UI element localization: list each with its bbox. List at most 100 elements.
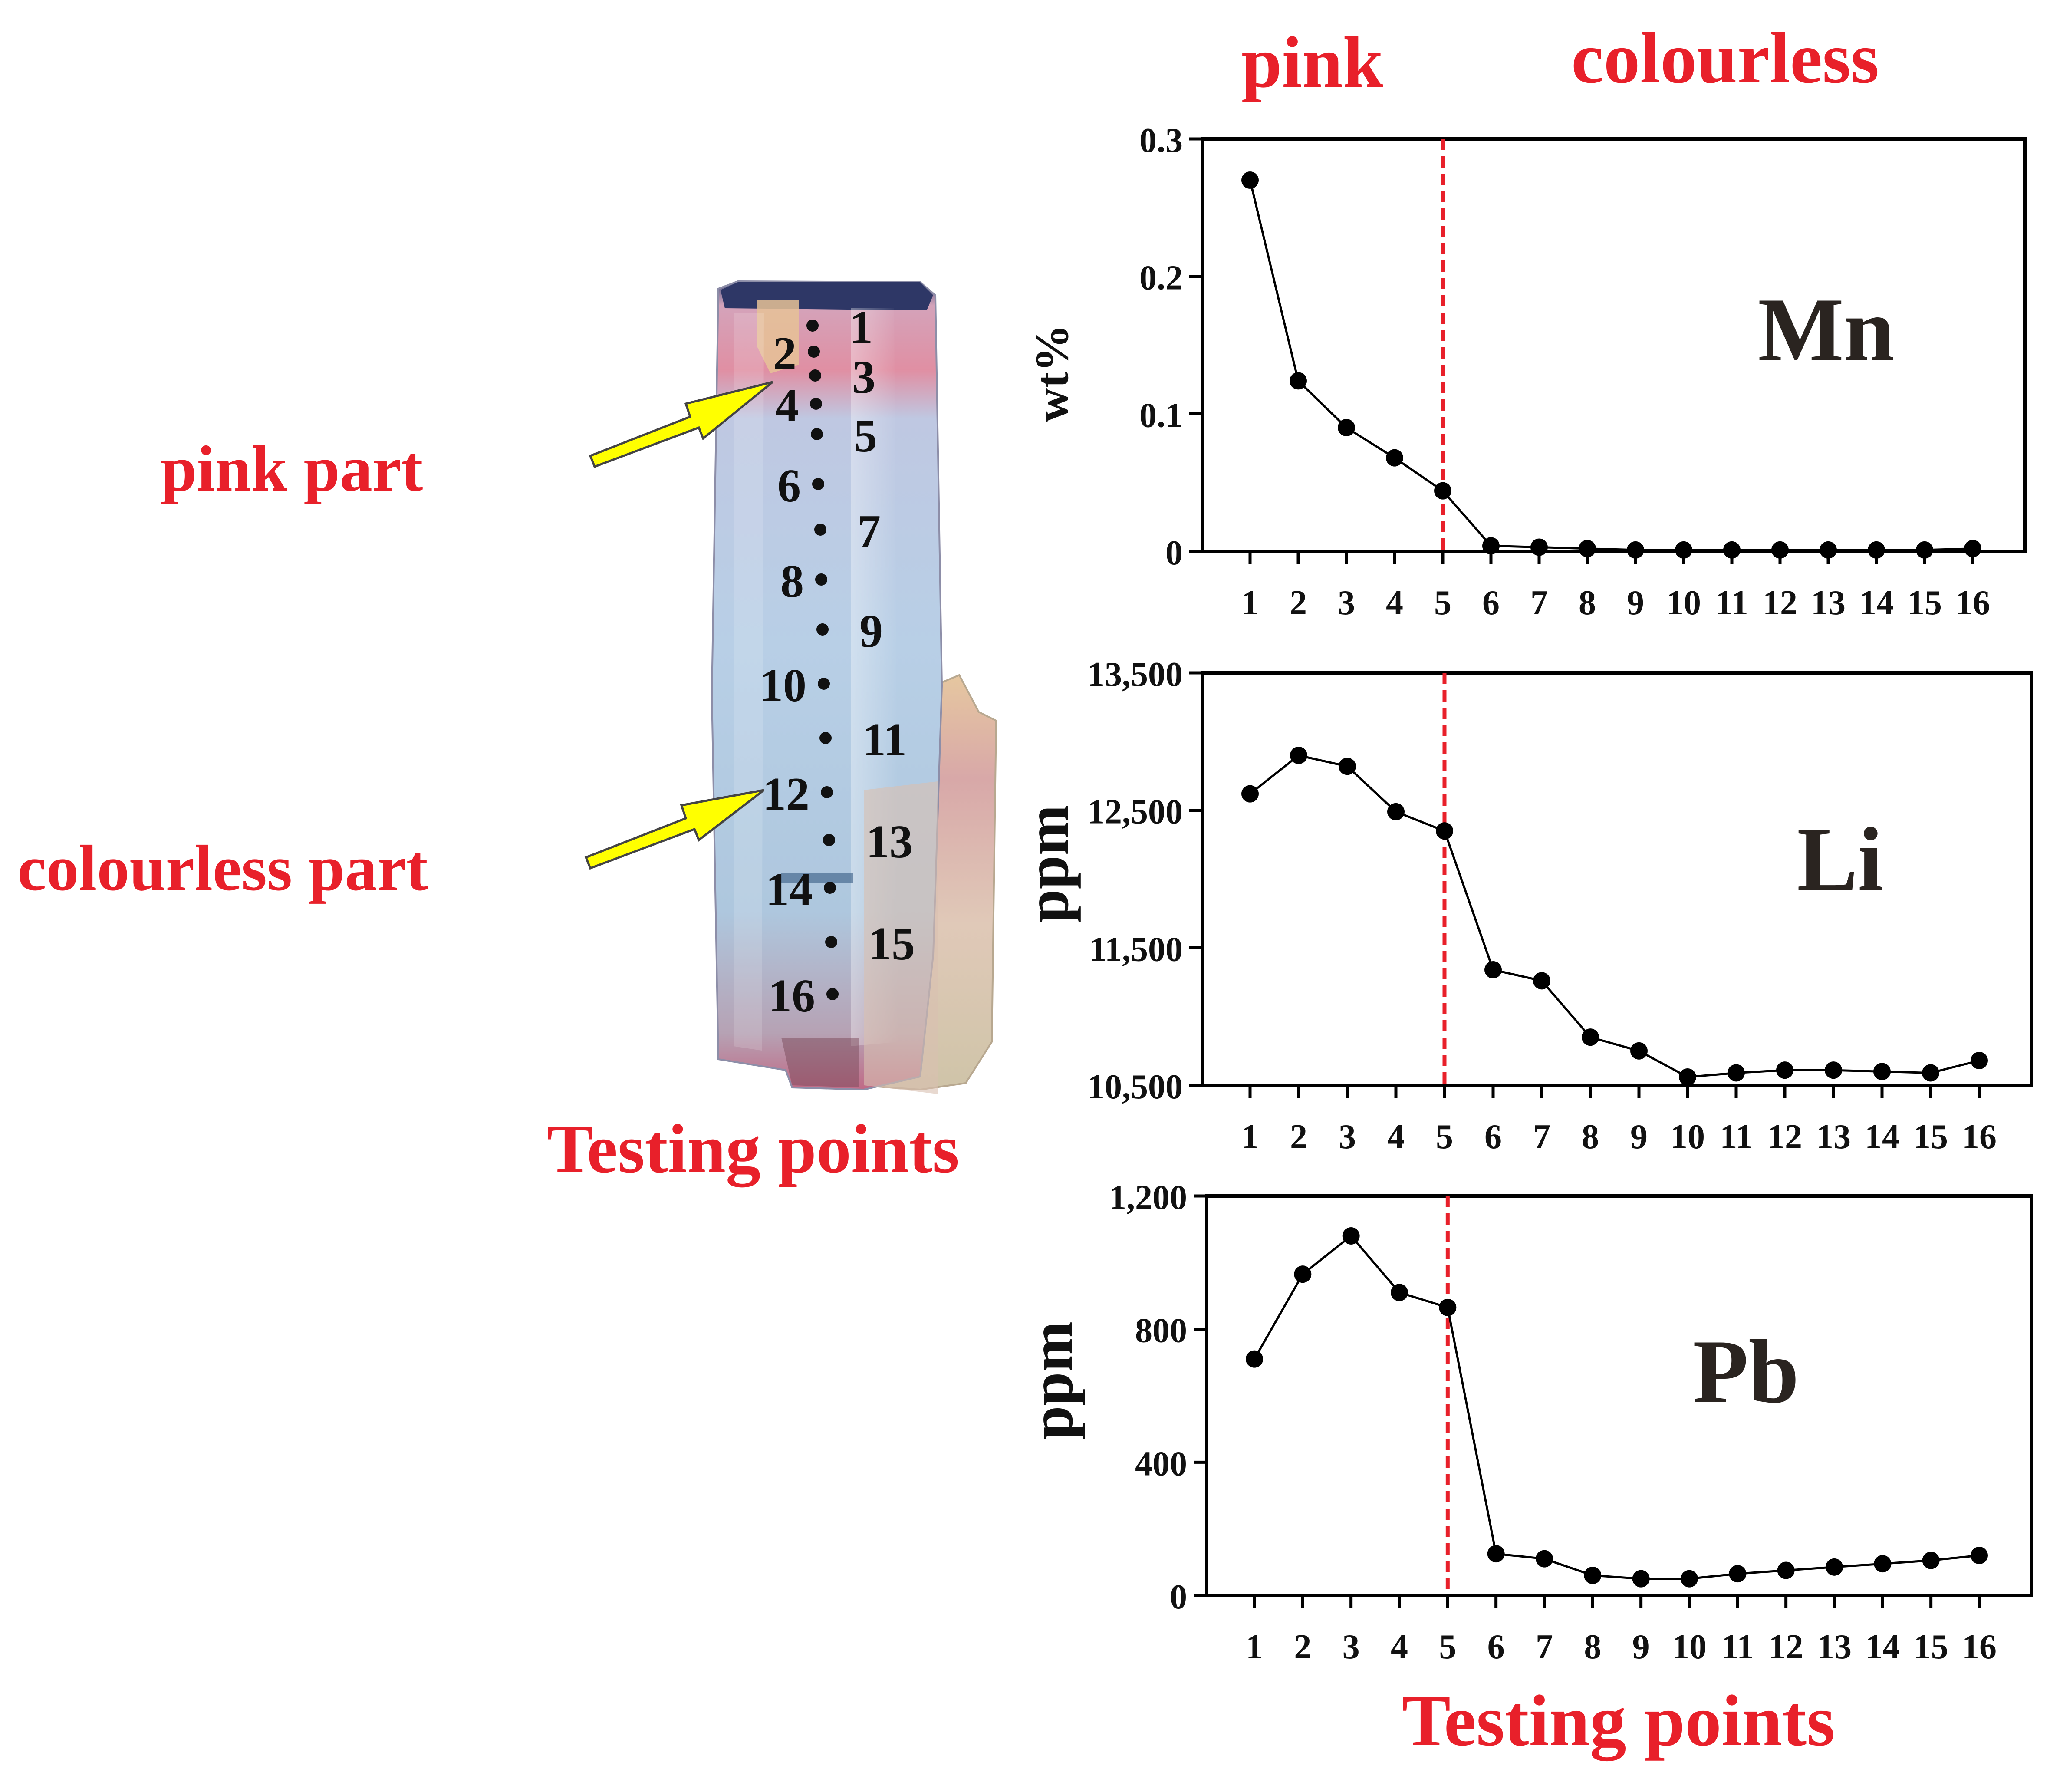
x-tick-label: 9 (1630, 1118, 1648, 1156)
x-tick-label: 1 (1241, 584, 1259, 622)
y-tick-label: 0 (1170, 1578, 1187, 1616)
data-point (1964, 540, 1981, 557)
data-point (1241, 171, 1259, 189)
photo-point-label: 3 (852, 352, 875, 403)
x-tick-label: 3 (1343, 1628, 1360, 1666)
data-point (1971, 1052, 1988, 1069)
series-line (1249, 180, 1973, 551)
y-axis-label: ppm (1014, 805, 1081, 923)
data-point (1484, 961, 1502, 978)
crystal-overlap (864, 781, 938, 1094)
x-tick-label: 7 (1533, 1118, 1550, 1156)
x-tick-label: 16 (1962, 1118, 1997, 1156)
pink-part-arrow (589, 381, 773, 468)
element-label: Mn (1758, 280, 1895, 380)
data-point (1874, 1555, 1892, 1573)
data-point (1582, 1028, 1599, 1046)
series-line (1253, 1234, 1980, 1580)
photo-point-marker (812, 478, 824, 490)
x-tick-label: 4 (1387, 1118, 1405, 1156)
data-point (1342, 1227, 1360, 1245)
colourless-part-arrow (584, 789, 765, 870)
data-point (1679, 1068, 1696, 1086)
tourmaline-crystal-illustration (711, 280, 997, 1094)
data-point (1387, 803, 1405, 820)
data-point (1675, 541, 1692, 559)
data-point (1873, 1063, 1891, 1080)
photo-point-marker (819, 732, 832, 744)
data-point (1391, 1284, 1408, 1301)
x-tick-label: 13 (1816, 1118, 1851, 1156)
pink-zone-header: pink (1241, 22, 1384, 103)
x-tick-label: 1 (1246, 1628, 1263, 1666)
photo-point-label: 9 (859, 606, 883, 657)
data-point (1825, 1061, 1842, 1079)
data-point (1922, 1064, 1939, 1082)
x-tick-label: 12 (1769, 1628, 1803, 1666)
x-tick-label: 1 (1241, 1118, 1259, 1156)
x-tick-label: 14 (1865, 1118, 1899, 1156)
plot-frame (1201, 137, 2027, 553)
element-profile-charts: 00.10.20.31 2 3 4 5 6 7 8 9 10 11 12 13 14 15 16Mnwt%10… (1014, 122, 2033, 1666)
photo-point-label: 6 (777, 460, 801, 512)
y-tick-label: 0.1 (1139, 396, 1183, 435)
data-point (1584, 1567, 1602, 1584)
x-tick-label: 11 (1715, 584, 1748, 622)
data-point (1290, 372, 1307, 390)
photo-point-label: 10 (760, 660, 806, 712)
photo-point-marker (806, 320, 819, 332)
x-tick-label: 10 (1672, 1628, 1707, 1666)
x-tick-label: 2 (1294, 1628, 1311, 1666)
photo-caption: Testing points (547, 1110, 959, 1188)
x-tick-label: 12 (1763, 584, 1797, 622)
y-tick-label: 0 (1165, 534, 1183, 572)
data-point (1536, 1550, 1553, 1568)
x-tick-label: 3 (1338, 584, 1355, 622)
photo-point-marker (815, 573, 827, 586)
data-point (1530, 538, 1548, 556)
photo-point-marker (823, 834, 835, 846)
x-tick-label: 7 (1536, 1628, 1553, 1666)
photo-point-marker (808, 346, 820, 358)
x-tick-label: 14 (1865, 1628, 1900, 1666)
photo-point-marker (818, 678, 830, 690)
data-point (1482, 537, 1500, 555)
y-tick-label: 0.2 (1139, 259, 1183, 297)
data-point (1246, 1350, 1263, 1368)
x-tick-label: 8 (1584, 1628, 1601, 1666)
data-point (1439, 1298, 1457, 1316)
data-point (1338, 419, 1355, 436)
y-tick-label: 800 (1135, 1312, 1187, 1350)
data-point (1820, 541, 1837, 559)
x-tick-label: 4 (1391, 1628, 1408, 1666)
data-point (1290, 747, 1307, 764)
photo-point-label: 5 (854, 410, 877, 462)
x-tick-label: 10 (1670, 1118, 1705, 1156)
data-point (1916, 541, 1933, 559)
x-tick-label: 10 (1666, 584, 1701, 622)
x-tick-label: 15 (1914, 1628, 1948, 1666)
data-point (1436, 822, 1453, 840)
photo-point-marker (816, 623, 829, 636)
x-tick-label: 11 (1721, 1628, 1754, 1666)
photo-point-label: 8 (780, 556, 804, 607)
x-tick-label: 5 (1436, 1118, 1453, 1156)
x-tick-label: 2 (1290, 1118, 1307, 1156)
x-tick-label: 11 (1720, 1118, 1753, 1156)
data-point (1533, 972, 1550, 990)
y-axis-label: ppm (1018, 1321, 1086, 1440)
x-tick-label: 8 (1582, 1118, 1599, 1156)
data-point (1776, 1061, 1793, 1079)
crystal-base (781, 1038, 859, 1087)
photo-point-label: 14 (766, 864, 813, 916)
photo-point-label: 11 (862, 714, 907, 766)
photo-point-marker (809, 369, 821, 382)
photo-point-label: 4 (775, 380, 799, 432)
colourless-part-label: colourless part (17, 832, 428, 904)
photo-point-marker (814, 524, 826, 536)
data-point (1632, 1570, 1650, 1588)
x-axis-caption: Testing points (1402, 1680, 1835, 1761)
